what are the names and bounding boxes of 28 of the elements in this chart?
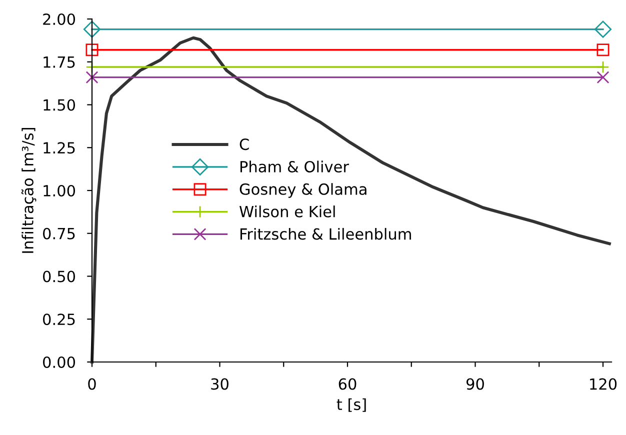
y-tick-label: 1.25 [44, 142, 75, 154]
point [86, 71, 98, 84]
point [594, 20, 612, 38]
point [83, 20, 101, 38]
point [596, 60, 610, 74]
point [596, 71, 610, 84]
y-tick-label: 2.00 [43, 13, 76, 26]
x-tick-label: 0 [88, 378, 96, 390]
point [86, 44, 98, 56]
legend-label: Gosney & Olama [240, 183, 366, 198]
y-tick-label: 1.75 [44, 56, 75, 68]
legend-label: Wilson e Kiel [239, 206, 335, 218]
y-tick-label: 0.00 [43, 356, 76, 368]
x-axis-title: t [s] [336, 398, 366, 412]
legend-label: Pham & Oliver [240, 160, 349, 173]
x-tick-label: 90 [466, 378, 484, 390]
y-tick-label: 1.00 [44, 184, 76, 197]
x-tick-label: 60 [338, 378, 356, 390]
x-tick-label: 30 [211, 378, 228, 390]
legend-label: C [240, 138, 249, 150]
legend-label: Fritzsche & Lileenblum [240, 228, 411, 240]
y-tick-label: 0.50 [43, 270, 76, 282]
y-tick-label: 0.25 [43, 314, 75, 326]
y-tick-label: 1.50 [44, 99, 76, 111]
x-tick-label: 120 [590, 378, 617, 390]
point [596, 44, 610, 56]
y-tick-label: 0.75 [43, 228, 75, 240]
y-axis-title: Infiltração [m³/s] [21, 128, 36, 253]
